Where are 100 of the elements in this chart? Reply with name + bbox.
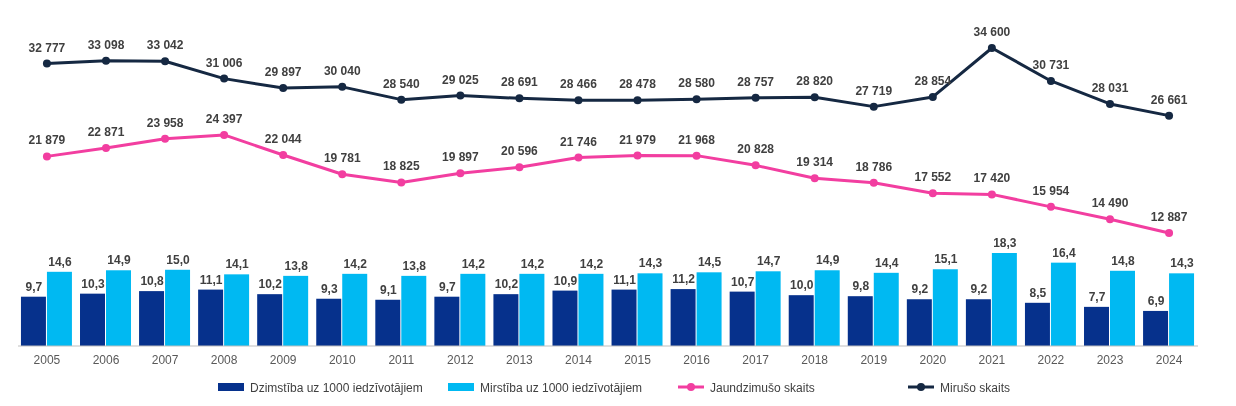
bar <box>1050 262 1076 346</box>
point <box>987 190 996 199</box>
bar <box>165 269 191 346</box>
bar <box>873 272 899 346</box>
bar <box>1110 270 1135 346</box>
data-label: 22 044 <box>264 131 302 146</box>
data-label: 34 600 <box>973 25 1011 39</box>
data-label: 16,4 <box>1052 245 1076 260</box>
data-label: 28 478 <box>619 77 657 92</box>
point <box>869 102 878 111</box>
data-label: 31 006 <box>205 55 243 70</box>
point <box>574 96 583 105</box>
bar <box>670 289 696 346</box>
data-label: 20 596 <box>501 144 539 159</box>
data-label: 11,2 <box>672 272 696 287</box>
bar <box>1024 302 1050 346</box>
data-label: 21 746 <box>560 134 598 149</box>
x-tick-label: 2014 <box>565 353 593 367</box>
bar <box>637 273 663 346</box>
bar <box>139 291 165 346</box>
bar <box>224 274 250 346</box>
bar <box>578 273 604 346</box>
x-tick-label: 2006 <box>92 353 120 367</box>
data-label: 14,1 <box>225 257 250 272</box>
data-label: 33 098 <box>87 37 125 52</box>
data-label: 14,3 <box>1170 256 1195 271</box>
x-tick-label: 2023 <box>1096 353 1124 367</box>
data-label: 10,2 <box>258 277 283 292</box>
data-label: 29 025 <box>442 72 480 87</box>
data-label: 14,2 <box>520 256 545 271</box>
data-label: 14,8 <box>1111 253 1135 268</box>
bar <box>814 270 840 346</box>
data-label: 10,3 <box>81 276 106 291</box>
point <box>1046 202 1055 211</box>
point <box>751 93 760 102</box>
point <box>161 57 170 66</box>
x-tick-label: 2024 <box>1155 353 1183 367</box>
data-label: 11,1 <box>613 272 637 287</box>
bar <box>552 290 578 346</box>
point <box>1106 99 1114 108</box>
x-tick-label: 2021 <box>978 353 1006 367</box>
bar <box>80 293 105 346</box>
data-label: 17 552 <box>914 170 952 185</box>
data-label: 24 397 <box>205 111 243 126</box>
data-label: 29 897 <box>264 65 302 80</box>
data-label: 23 958 <box>146 115 184 130</box>
data-label: 19 781 <box>323 151 361 166</box>
data-label: 26 661 <box>1150 92 1188 107</box>
data-label: 18,3 <box>993 236 1017 250</box>
x-tick-label: 2022 <box>1037 353 1065 367</box>
data-label: 9,8 <box>852 279 870 294</box>
bar <box>434 296 460 346</box>
data-label: 10,0 <box>790 278 814 293</box>
point <box>574 153 583 162</box>
data-label: 9,3 <box>320 281 338 296</box>
data-label: 28 820 <box>796 74 834 89</box>
data-label: 10,7 <box>730 274 755 289</box>
data-label: 15 954 <box>1032 183 1070 198</box>
bar <box>611 289 637 346</box>
data-label: 28 466 <box>560 77 598 92</box>
data-label: 30 731 <box>1032 57 1070 72</box>
data-label: 30 040 <box>323 63 361 78</box>
point <box>338 82 347 91</box>
data-label: 9,7 <box>439 279 457 294</box>
point <box>1046 76 1055 85</box>
bar <box>106 270 131 346</box>
bar <box>696 272 722 346</box>
bar <box>906 299 932 346</box>
bar <box>493 294 519 346</box>
bar <box>20 296 46 346</box>
bar <box>729 291 755 346</box>
point <box>220 130 229 139</box>
data-label: 27 719 <box>855 83 893 98</box>
data-label: 14,9 <box>816 253 840 268</box>
x-tick-label: 2011 <box>388 353 415 367</box>
data-label: 14,5 <box>697 255 722 270</box>
data-label: 13,8 <box>402 258 427 273</box>
data-label: 28 031 <box>1091 80 1129 95</box>
data-label: 21 968 <box>678 132 716 147</box>
data-label: 11,1 <box>199 272 223 287</box>
data-label: 14,2 <box>579 256 604 271</box>
x-tick-label: 2019 <box>860 353 888 367</box>
data-label: 7,7 <box>1088 289 1106 304</box>
data-label: 33 042 <box>146 38 184 53</box>
data-label: 28 854 <box>914 73 952 88</box>
data-label: 9,2 <box>970 282 988 297</box>
x-tick-label: 2007 <box>151 353 179 367</box>
x-tick-label: 2016 <box>683 353 711 367</box>
legend-label: Mirušo skaits <box>940 381 1011 395</box>
bar <box>1084 306 1110 346</box>
data-label: 20 828 <box>737 142 775 157</box>
data-label: 14,4 <box>875 255 899 270</box>
legend-label: Mirstība uz 1000 iedzīvotājiem <box>480 381 643 395</box>
bar <box>847 296 873 346</box>
x-tick-label: 2013 <box>506 353 534 367</box>
point <box>279 150 288 159</box>
x-tick-label: 2018 <box>801 353 829 367</box>
bar <box>965 299 991 346</box>
bar <box>1143 310 1169 346</box>
bar <box>316 298 342 346</box>
